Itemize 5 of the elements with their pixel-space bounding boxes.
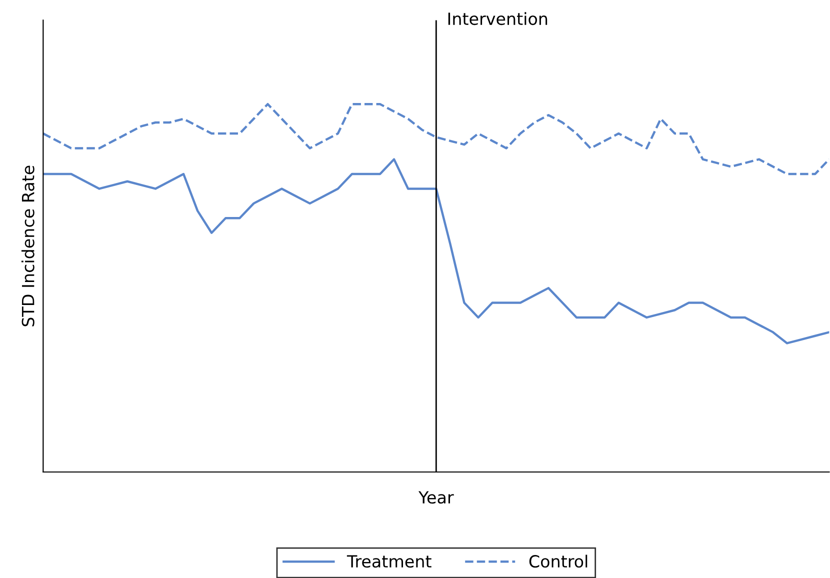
legend-label: Control xyxy=(529,554,588,568)
y-axis-title: STD Incidence Rate xyxy=(21,166,34,326)
legend-label: Treatment xyxy=(346,555,432,568)
x-axis-title: Year xyxy=(418,491,454,504)
text: Intervention xyxy=(448,12,548,26)
